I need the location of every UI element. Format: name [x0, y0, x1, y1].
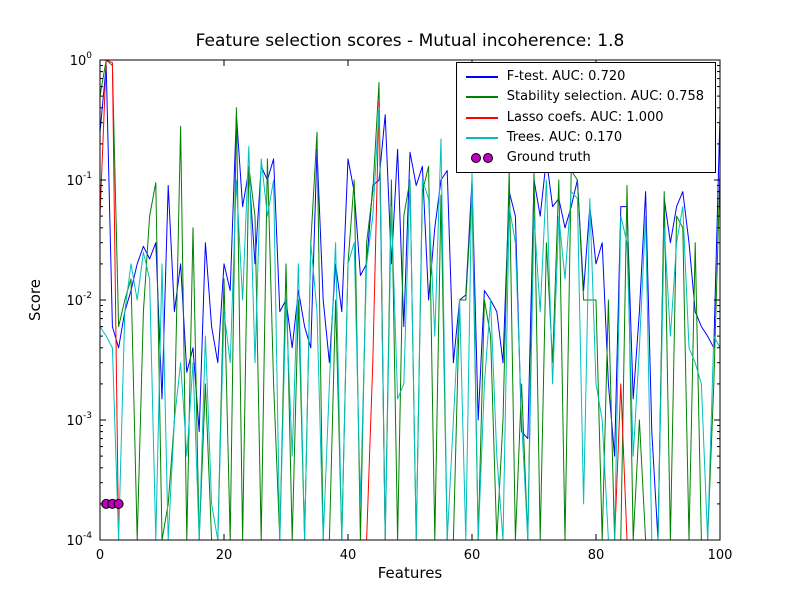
- x-tick-label: 100: [708, 548, 733, 563]
- y-tick-label: 10-3: [66, 411, 92, 429]
- legend-label: Ground truth: [506, 150, 591, 166]
- legend-label: F-test. AUC: 0.720: [506, 69, 626, 84]
- x-tick-label: 20: [216, 548, 233, 563]
- legend-line-sample: [465, 116, 498, 119]
- y-tick-label: 10-2: [66, 291, 92, 309]
- legend-sample: [465, 96, 498, 99]
- legend-line-sample: [465, 137, 498, 140]
- series-line-2: [100, 60, 720, 540]
- ground-truth-marker-icon: [470, 153, 481, 164]
- legend-entry-0: F-test. AUC: 0.720: [465, 69, 704, 84]
- y-tick-label: 100: [70, 51, 93, 69]
- legend-sample: [465, 116, 498, 119]
- x-tick-label: 80: [588, 548, 605, 563]
- y-tick-label: 10-1: [66, 171, 92, 189]
- legend-entry-4: Ground truth: [466, 150, 704, 166]
- legend-entry-3: Trees. AUC: 0.170: [465, 129, 704, 145]
- legend-label: Trees. AUC: 0.170: [506, 129, 623, 145]
- legend-sample: [465, 76, 498, 79]
- x-tick-label: 40: [340, 548, 357, 563]
- x-axis-label: Features: [378, 564, 443, 582]
- chart-title: Feature selection scores - Mutual incohe…: [196, 31, 625, 51]
- legend-sample: [465, 137, 498, 140]
- x-tick-label: 60: [464, 548, 481, 563]
- ticks-group: [99, 59, 721, 541]
- series-line-0: [100, 65, 720, 540]
- ground-truth-point: [113, 498, 124, 509]
- ground-truth-marker-icon: [482, 153, 493, 164]
- series-group: [100, 60, 720, 540]
- legend-line-sample: [465, 76, 498, 79]
- series-line-3: [100, 107, 720, 540]
- y-axis-label: Score: [26, 279, 44, 321]
- legend: F-test. AUC: 0.720 Stability selection. A…: [455, 62, 716, 174]
- legend-line-sample: [465, 96, 498, 99]
- legend-label: Stability selection. AUC: 0.758: [506, 89, 704, 105]
- legend-entry-1: Stability selection. AUC: 0.758: [465, 89, 704, 105]
- legend-entry-2: Lasso coefs. AUC: 1.000: [465, 109, 704, 125]
- legend-label: Lasso coefs. AUC: 1.000: [506, 109, 664, 125]
- y-tick-label: 10-4: [66, 531, 92, 549]
- legend-sample: [466, 153, 498, 164]
- x-tick-label: 0: [96, 548, 104, 563]
